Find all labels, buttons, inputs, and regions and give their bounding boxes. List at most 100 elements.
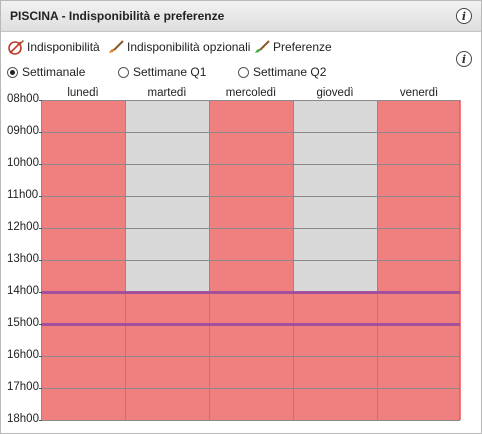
schedule-cell[interactable] xyxy=(377,324,461,356)
schedule-cell[interactable] xyxy=(293,228,377,260)
schedule-cell[interactable] xyxy=(209,132,293,164)
schedule-cell[interactable] xyxy=(377,388,461,420)
hour-label: 09h00 xyxy=(7,125,39,137)
hour-tick xyxy=(39,420,42,421)
schedule-cell[interactable] xyxy=(293,356,377,388)
grid-line xyxy=(377,100,378,420)
legend-preference[interactable]: Preferenze xyxy=(253,39,332,55)
legend-label-optional-unavailability: Indisponibilità opzionali xyxy=(127,40,251,54)
hour-label: 08h00 xyxy=(7,93,39,105)
schedule-grid[interactable] xyxy=(41,100,461,421)
radio-weekly-dot[interactable] xyxy=(7,66,18,78)
radio-weeks-q1-dot[interactable] xyxy=(118,66,129,78)
schedule-cell[interactable] xyxy=(293,324,377,356)
legend-optional-unavailability[interactable]: Indisponibilità opzionali xyxy=(107,39,250,55)
unavailability-brush-icon xyxy=(8,40,24,55)
preference-line xyxy=(41,323,460,326)
schedule-cell[interactable] xyxy=(125,356,209,388)
preference-line xyxy=(41,291,460,294)
hour-label: 17h00 xyxy=(7,381,39,393)
schedule-cell[interactable] xyxy=(293,260,377,292)
schedule-cell[interactable] xyxy=(377,132,461,164)
info-icon-secondary[interactable]: i xyxy=(456,51,472,67)
schedule-cell[interactable] xyxy=(293,164,377,196)
schedule-cell[interactable] xyxy=(125,228,209,260)
schedule-cell[interactable] xyxy=(377,356,461,388)
day-header-friday: venerdì xyxy=(399,87,439,99)
schedule-cell[interactable] xyxy=(377,292,461,324)
hour-label: 18h00 xyxy=(7,413,39,425)
schedule-cell[interactable] xyxy=(293,388,377,420)
schedule-cell[interactable] xyxy=(293,292,377,324)
hour-label: 11h00 xyxy=(7,189,39,201)
grid-line xyxy=(41,388,460,389)
grid-line xyxy=(41,356,460,357)
schedule-cell[interactable] xyxy=(377,260,461,292)
optional-unavailability-brush-icon xyxy=(109,40,124,53)
grid-line xyxy=(41,228,460,229)
schedule-cell[interactable] xyxy=(125,132,209,164)
schedule-cell[interactable] xyxy=(209,260,293,292)
schedule-cell[interactable] xyxy=(125,196,209,228)
schedule-cell[interactable] xyxy=(209,324,293,356)
schedule-cell[interactable] xyxy=(125,164,209,196)
schedule-cell[interactable] xyxy=(293,132,377,164)
grid-line xyxy=(41,100,460,101)
schedule-cell[interactable] xyxy=(41,260,125,292)
schedule-cell[interactable] xyxy=(125,388,209,420)
schedule-cell[interactable] xyxy=(41,132,125,164)
grid-line xyxy=(41,164,460,165)
schedule-cell[interactable] xyxy=(125,292,209,324)
schedule-cell[interactable] xyxy=(41,100,125,132)
info-icon[interactable]: i xyxy=(456,8,472,24)
schedule-cell[interactable] xyxy=(41,324,125,356)
grid-line xyxy=(459,100,460,420)
hour-tick xyxy=(39,164,42,165)
day-header-thursday: giovedì xyxy=(316,87,354,99)
schedule-cell[interactable] xyxy=(125,100,209,132)
hour-tick xyxy=(39,292,42,293)
hour-label: 10h00 xyxy=(7,157,39,169)
hour-tick xyxy=(39,356,42,357)
schedule-cell[interactable] xyxy=(125,324,209,356)
schedule-cell[interactable] xyxy=(377,228,461,260)
schedule-cell[interactable] xyxy=(209,164,293,196)
grid-line xyxy=(41,420,460,421)
radio-weekly-label: Settimanale xyxy=(22,65,86,79)
schedule-cell[interactable] xyxy=(41,292,125,324)
hour-label: 16h00 xyxy=(7,349,39,361)
preference-brush-icon xyxy=(255,40,270,53)
day-header-wednesday: mercoledì xyxy=(225,87,277,99)
grid-line xyxy=(41,260,460,261)
schedule-cell[interactable] xyxy=(209,100,293,132)
radio-weekly[interactable]: Settimanale xyxy=(7,65,85,79)
schedule-cell[interactable] xyxy=(377,100,461,132)
schedule-cell[interactable] xyxy=(377,196,461,228)
schedule-cell[interactable] xyxy=(41,196,125,228)
radio-weeks-q2[interactable]: Settimane Q2 xyxy=(238,65,326,79)
panel-titlebar: PISCINA - Indisponibilità e preferenze i xyxy=(1,1,481,32)
grid-line xyxy=(209,100,210,420)
hour-tick xyxy=(39,388,42,389)
schedule-cell[interactable] xyxy=(41,228,125,260)
schedule-cell[interactable] xyxy=(209,292,293,324)
schedule-cell[interactable] xyxy=(41,164,125,196)
schedule-cell[interactable] xyxy=(41,388,125,420)
schedule-cell[interactable] xyxy=(209,228,293,260)
hour-label: 14h00 xyxy=(7,285,39,297)
schedule-cell[interactable] xyxy=(125,260,209,292)
schedule-cell[interactable] xyxy=(41,356,125,388)
grid-line xyxy=(293,100,294,420)
schedule-cell[interactable] xyxy=(209,356,293,388)
radio-weeks-q1[interactable]: Settimane Q1 xyxy=(118,65,206,79)
schedule-cell[interactable] xyxy=(377,164,461,196)
schedule-cell[interactable] xyxy=(209,388,293,420)
schedule-cell[interactable] xyxy=(293,100,377,132)
schedule-cell[interactable] xyxy=(293,196,377,228)
hour-label: 13h00 xyxy=(7,253,39,265)
schedule-cell[interactable] xyxy=(209,196,293,228)
radio-weeks-q2-dot[interactable] xyxy=(238,66,249,78)
legend-label-unavailability: Indisponibilità xyxy=(27,40,100,54)
legend-unavailability[interactable]: Indisponibilità xyxy=(7,39,100,55)
